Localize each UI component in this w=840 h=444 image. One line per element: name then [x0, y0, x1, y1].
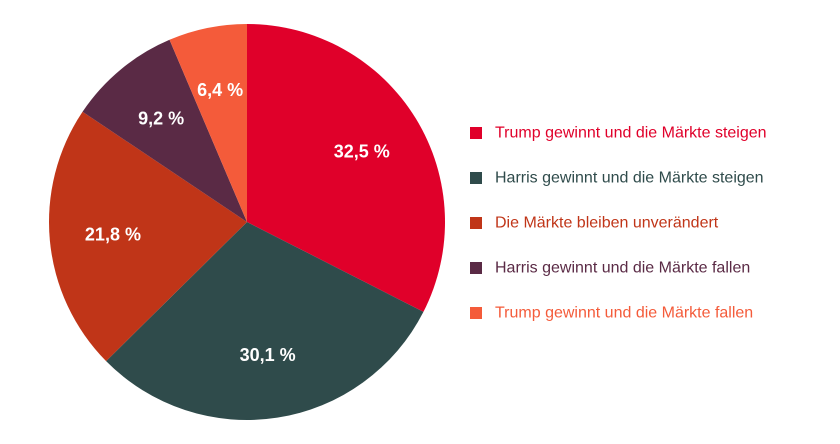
- legend-swatch-4: [470, 307, 482, 319]
- legend-label-1: Harris gewinnt und die Märkte steigen: [495, 170, 764, 187]
- slice-data-label-3: 9,2 %: [138, 108, 184, 128]
- pie-slice-0: [247, 24, 445, 312]
- pie-slice-labels: 32,5 % 30,1 % 21,8 % 9,2 % 6,4 %: [85, 80, 390, 365]
- legend-swatch-1: [470, 172, 482, 184]
- legend-item-3: Harris gewinnt und die Märkte fallen: [470, 260, 750, 277]
- slice-data-label-4: 6,4 %: [197, 80, 243, 100]
- legend-item-1: Harris gewinnt und die Märkte steigen: [470, 170, 764, 187]
- legend-label-4: Trump gewinnt und die Märkte fallen: [495, 305, 753, 322]
- slice-data-label-2: 21,8 %: [85, 225, 141, 245]
- legend-label-0: Trump gewinnt und die Märkte steigen: [495, 125, 767, 142]
- pie-slice-2: [49, 111, 247, 362]
- slice-data-label-1: 30,1 %: [240, 345, 296, 365]
- legend-swatch-2: [470, 217, 482, 229]
- legend-swatch-3: [470, 262, 482, 274]
- legend-label-2: Die Märkte bleiben unverändert: [495, 215, 719, 232]
- pie-slice-1: [106, 222, 424, 420]
- legend: Trump gewinnt und die Märkte steigen Harr…: [470, 125, 767, 322]
- pie-slices: [49, 24, 445, 420]
- legend-item-4: Trump gewinnt und die Märkte fallen: [470, 305, 753, 322]
- legend-swatch-0: [470, 127, 482, 139]
- legend-label-3: Harris gewinnt und die Märkte fallen: [495, 260, 750, 277]
- slice-data-label-0: 32,5 %: [334, 142, 390, 162]
- legend-item-2: Die Märkte bleiben unverändert: [470, 215, 719, 232]
- pie-slice-3: [82, 39, 247, 222]
- pie-slice-4: [169, 24, 247, 222]
- legend-item-0: Trump gewinnt und die Märkte steigen: [470, 125, 767, 142]
